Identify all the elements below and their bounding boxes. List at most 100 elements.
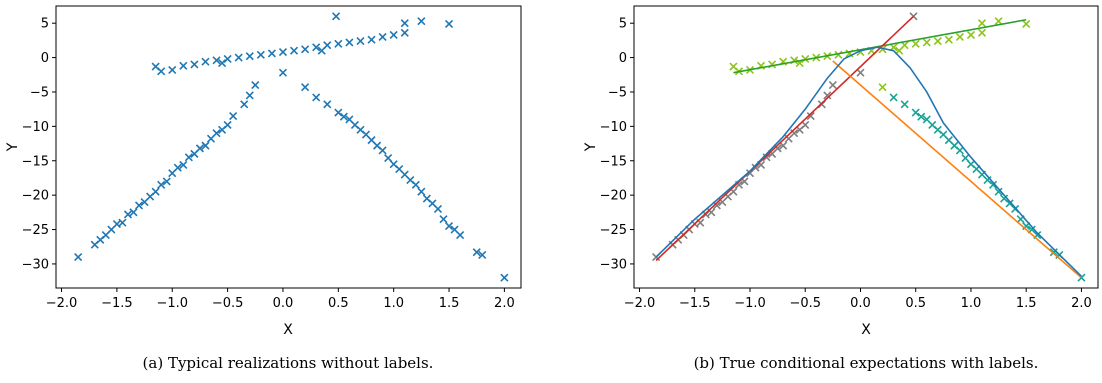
data-point-x-marker	[339, 112, 348, 121]
x-tick-label: 1.0	[961, 296, 982, 311]
x-tick-label: 0.5	[905, 296, 926, 311]
data-point-x-marker	[157, 180, 166, 189]
scatter-points-b	[652, 12, 1086, 282]
data-point-x-marker	[389, 30, 398, 39]
data-point-x-marker	[267, 49, 276, 58]
data-point-x-marker	[994, 17, 1003, 26]
data-point-x-marker	[356, 37, 365, 46]
data-point-x-marker	[933, 37, 942, 46]
data-point-x-marker	[212, 56, 221, 65]
data-point-x-marker	[917, 112, 926, 121]
data-point-x-marker	[96, 235, 105, 244]
data-point-x-marker	[184, 153, 193, 162]
data-point-x-marker	[779, 141, 788, 150]
data-point-x-marker	[417, 17, 426, 26]
data-point-x-marker	[911, 108, 920, 117]
data-point-x-marker	[762, 153, 771, 162]
data-point-x-marker	[950, 141, 959, 150]
data-point-x-marker	[444, 19, 454, 28]
data-point-x-marker	[218, 125, 227, 134]
data-point-x-marker	[289, 46, 299, 55]
data-point-x-marker	[361, 130, 371, 139]
x-tick-label: −1.0	[156, 296, 188, 311]
data-point-x-marker	[450, 225, 459, 234]
data-point-x-marker	[157, 67, 166, 76]
x-tick-label: 1.5	[439, 296, 460, 311]
chart-a: 5 0 −5 −10 −15 −20 −25 −30 −2.0 −1.5 −1.0 −0.5 0.0 0…	[5, 5, 522, 372]
data-point-x-marker	[712, 201, 721, 210]
x-axis-label-b: X	[861, 322, 871, 338]
data-point-x-marker	[278, 68, 288, 77]
x-tick-label: −1.5	[679, 296, 711, 311]
data-point-x-marker	[134, 201, 144, 210]
data-point-x-marker	[856, 68, 865, 77]
data-point-x-marker	[317, 46, 326, 55]
y-tick-label: −25	[600, 223, 627, 238]
y-tick-label: −30	[22, 257, 49, 272]
data-point-x-marker	[74, 252, 83, 262]
data-point-x-marker	[889, 93, 898, 102]
x-tick-label: −1.5	[101, 296, 133, 311]
data-point-x-marker	[1022, 19, 1031, 28]
data-point-x-marker	[400, 28, 409, 37]
x-axis-label-a: X	[283, 322, 293, 338]
data-point-x-marker	[245, 52, 254, 61]
x-tick-label: 2.0	[494, 296, 515, 311]
data-point-x-marker	[179, 61, 188, 70]
data-point-x-marker	[301, 45, 310, 54]
x-tick-label: 1.0	[383, 296, 404, 311]
data-point-x-marker	[218, 59, 227, 68]
x-tick-label: −0.5	[212, 296, 244, 311]
x-tick-label: 0.0	[273, 296, 294, 311]
data-point-x-marker	[190, 60, 199, 69]
data-point-x-marker	[773, 144, 782, 153]
data-point-x-marker	[428, 199, 437, 208]
data-point-x-marker	[944, 35, 953, 44]
y-tick-label: −30	[600, 257, 627, 272]
data-point-x-marker	[911, 39, 920, 48]
data-point-x-marker	[229, 111, 238, 121]
data-point-x-marker	[312, 43, 321, 52]
x-axis-b: −2.0 −1.5 −1.0 −0.5 0.0 0.5 1.0 1.5 2.0	[624, 288, 1092, 311]
y-axis-label-a: Y	[5, 142, 21, 152]
caption-a: (a) Typical realizations without labels.	[143, 354, 434, 372]
scatter-points-a	[74, 12, 509, 282]
data-point-x-marker	[406, 175, 415, 185]
data-point-x-marker	[928, 120, 937, 130]
data-point-x-marker	[151, 187, 160, 196]
data-point-x-marker	[206, 134, 216, 143]
data-point-x-marker	[107, 225, 116, 234]
data-point-x-marker	[977, 28, 987, 37]
data-point-x-marker	[500, 273, 509, 282]
y-tick-label: −10	[22, 120, 49, 135]
data-point-x-marker	[173, 163, 182, 172]
x-tick-label: −1.0	[734, 296, 766, 311]
data-point-x-marker	[939, 130, 948, 139]
data-point-x-marker	[123, 210, 133, 219]
data-point-x-marker	[922, 38, 931, 47]
x-tick-label: 0.5	[328, 296, 349, 311]
data-point-x-marker	[256, 50, 265, 59]
data-point-x-marker	[478, 250, 487, 260]
data-point-x-marker	[417, 187, 426, 196]
data-point-x-marker	[966, 30, 976, 39]
data-point-x-marker	[245, 91, 254, 100]
data-point-x-marker	[223, 54, 232, 64]
expectation-line	[832, 60, 1082, 279]
plot-frame-a	[55, 5, 522, 289]
data-point-x-marker	[439, 215, 448, 224]
x-tick-label: 2.0	[1071, 296, 1092, 311]
x-tick-label: −2.0	[624, 296, 656, 311]
data-point-x-marker	[977, 19, 987, 28]
data-point-x-marker	[373, 141, 382, 150]
data-point-x-marker	[751, 163, 760, 172]
data-point-x-marker	[240, 100, 249, 109]
data-point-x-marker	[384, 153, 393, 163]
data-point-x-marker	[345, 38, 354, 47]
data-point-x-marker	[168, 65, 177, 75]
y-tick-label: −20	[22, 189, 49, 204]
y-tick-label: 5	[41, 17, 49, 32]
data-point-x-marker	[367, 35, 376, 44]
y-tick-label: 0	[619, 51, 627, 66]
